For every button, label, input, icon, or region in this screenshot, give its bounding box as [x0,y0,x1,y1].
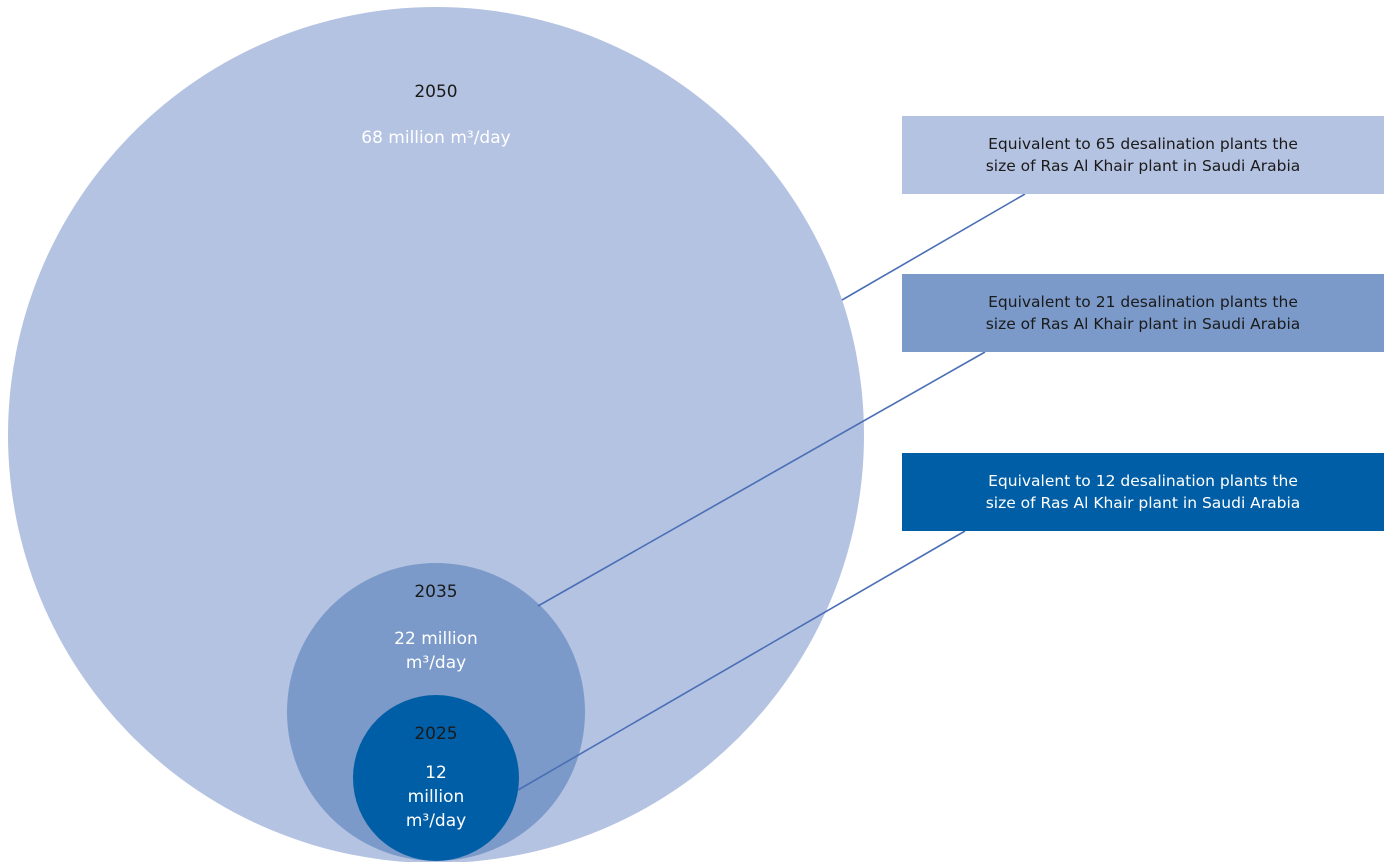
equivalent-box-2025: Equivalent to 12 desalination plants the… [902,453,1384,531]
label-2035: 2035 [336,580,536,604]
equivalent-2035-line2: size of Ras Al Khair plant in Saudi Arab… [985,315,1301,333]
year-2035: 2035 [414,582,458,602]
year-2025: 2025 [414,724,458,744]
circle-2025 [353,695,519,861]
amount-2025-wrap: 12 million m³/day [376,761,496,833]
amount-2035-wrap: 22 million m³/day [336,627,536,675]
equivalent-2025-line2: size of Ras Al Khair plant in Saudi Arab… [985,494,1301,512]
connector-line-2050 [841,193,1026,301]
equivalent-2035-line1: Equivalent to 21 desalination plants the [988,293,1298,311]
equivalent-2050-line1: Equivalent to 65 desalination plants the [988,135,1298,153]
year-2050: 2050 [414,82,458,102]
amount-2050-wrap: 68 million m³/day [296,126,576,150]
connector-line-2035 [537,351,986,607]
circle-2050 [8,7,864,862]
amount-2050: 68 million m³/day [361,128,511,148]
equivalent-2050-line2: size of Ras Al Khair plant in Saudi Arab… [985,157,1301,175]
amount-2025-line3: m³/day [405,811,467,831]
equivalent-box-2050: Equivalent to 65 desalination plants the… [902,116,1384,194]
equivalent-2025-line1: Equivalent to 12 desalination plants the [988,472,1298,490]
label-2025: 2025 [376,722,496,746]
amount-2025-line2: million [407,787,465,807]
amount-2035-line2: m³/day [405,653,467,673]
label-2050: 2050 [336,80,536,104]
amount-2025-line1: 12 [425,763,447,783]
amount-2035-line1: 22 million [394,629,478,649]
equivalent-box-2035: Equivalent to 21 desalination plants the… [902,274,1384,352]
connector-line-2025 [517,530,966,791]
